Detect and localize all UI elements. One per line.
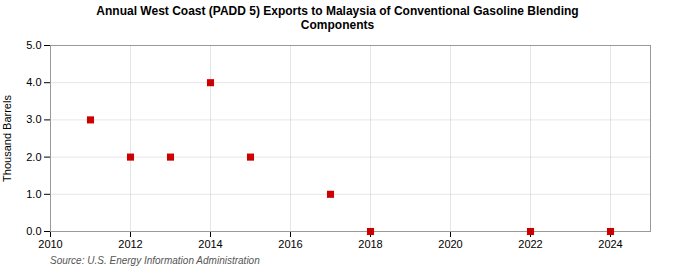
svg-text:2024: 2024 <box>598 238 622 250</box>
svg-text:2014: 2014 <box>198 238 222 250</box>
svg-text:2012: 2012 <box>118 238 142 250</box>
svg-text:5.0: 5.0 <box>26 39 41 51</box>
svg-text:3.0: 3.0 <box>26 113 41 125</box>
html-text:Source: U.S. Energy Informatio: Source: U.S. Energy Information Administ… <box>50 254 260 266</box>
svg-text:2.0: 2.0 <box>26 150 41 162</box>
svg-text:4.0: 4.0 <box>26 76 41 88</box>
svg-text:2018: 2018 <box>358 238 382 250</box>
svg-text:2020: 2020 <box>438 238 462 250</box>
svg-text:2022: 2022 <box>518 238 542 250</box>
svg-text:1.0: 1.0 <box>26 188 41 200</box>
svg-text:Thousand Barrels: Thousand Barrels <box>1 94 13 181</box>
svg-text:0.0: 0.0 <box>26 225 41 237</box>
html-text:Annual West Coast (PADD 5) Exp: Annual West Coast (PADD 5) Exports to Ma… <box>96 4 579 33</box>
svg-text:2016: 2016 <box>278 238 302 250</box>
svg-text:2010: 2010 <box>38 238 62 250</box>
